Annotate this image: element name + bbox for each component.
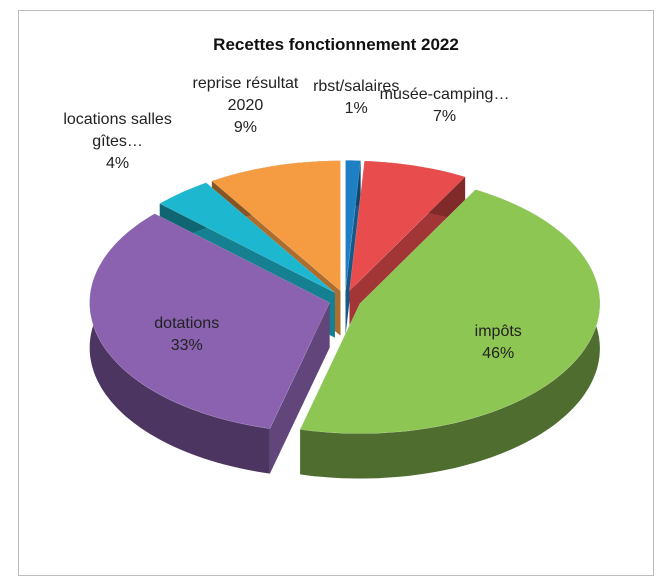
category-label: reprise résultat 2020 [192, 74, 299, 114]
value-label: 1% [344, 99, 368, 117]
data-label: dotations 33% [122, 313, 252, 357]
slice [159, 182, 335, 293]
slice [211, 160, 341, 292]
slice [349, 160, 466, 292]
value-label: 46% [482, 345, 515, 363]
chart-frame [18, 10, 654, 576]
chart-title: Recettes fonctionnement 2022 [213, 35, 459, 54]
value-label: 9% [233, 118, 258, 136]
slice [89, 213, 330, 474]
value-label: 33% [170, 337, 203, 355]
value-label: 7% [432, 107, 457, 125]
data-label: impôts 46% [433, 321, 563, 365]
category-label: locations salles gîtes… [63, 111, 172, 151]
slice-side [89, 213, 270, 474]
category-label: dotations [154, 315, 220, 333]
data-label: musée-camping… 7% [380, 84, 510, 128]
slice [345, 160, 361, 291]
category-label: rbst/salaires [313, 77, 400, 95]
data-label: reprise résultat 2020 9% [180, 73, 310, 139]
category-label: impôts [474, 323, 522, 341]
data-label: locations salles gîtes… 4% [53, 109, 183, 175]
slice-wall [269, 302, 330, 474]
slice [299, 189, 601, 479]
slice-side [300, 189, 600, 479]
category-label: musée-camping… [379, 85, 510, 103]
slice [345, 160, 361, 336]
slice [89, 213, 330, 429]
value-label: 4% [106, 155, 130, 173]
slice [299, 189, 601, 434]
data-label: rbst/salaires 1% [291, 76, 421, 120]
